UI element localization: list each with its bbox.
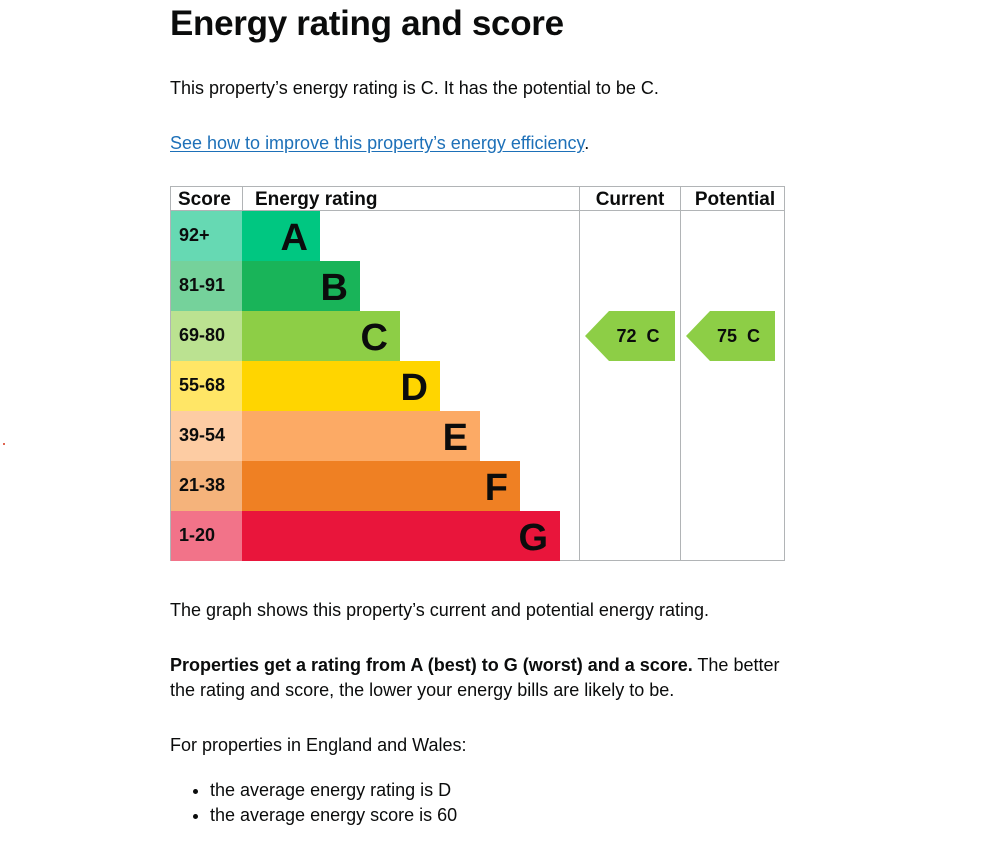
score-label-e: 39-54 <box>179 425 225 445</box>
rating-letter-e: E <box>443 417 468 459</box>
rating-bar-a <box>242 211 320 261</box>
rating-letter-d: D <box>401 367 428 409</box>
graph-description: The graph shows this property’s current … <box>170 600 709 620</box>
arrows-layer: 72 C 75 C <box>585 311 775 361</box>
score-label-d: 55-68 <box>179 375 225 395</box>
rating-bar-g <box>242 511 560 561</box>
average-rating-item: the average energy rating is D <box>210 778 457 803</box>
score-cell-b <box>171 261 242 311</box>
energy-rating-chart: Score Energy rating Current Potential 92… <box>170 186 785 561</box>
improve-suffix: . <box>584 133 590 153</box>
rating-letter-c: C <box>361 317 388 359</box>
average-score-item: the average energy score is 60 <box>210 803 457 828</box>
rating-bar-d <box>242 361 440 411</box>
bands-layer: 92+ A 81-91 B 69-80 C 55-68 D 39-54 E 21-38 F 1-20 G <box>171 211 560 561</box>
score-cell-e <box>171 411 242 461</box>
averages-list: the average energy rating is D the avera… <box>170 778 457 828</box>
potential-rating-arrow <box>686 311 775 361</box>
rating-letter-b: B <box>321 267 348 309</box>
score-cell-d <box>171 361 242 411</box>
rating-bar-e <box>242 411 480 461</box>
stray-dot <box>3 443 5 445</box>
score-label-b: 81-91 <box>179 275 225 295</box>
score-label-a: 92+ <box>179 225 210 245</box>
rating-explanation-rest: The better the rating and score, the low… <box>170 655 780 700</box>
score-label-c: 69-80 <box>179 325 225 345</box>
rating-letter-f: F <box>485 467 508 509</box>
score-cell-g <box>171 511 242 561</box>
header-energy-rating: Energy rating <box>255 189 377 210</box>
header-score: Score <box>178 189 231 210</box>
header-current: Current <box>596 189 665 210</box>
improve-paragraph: See how to improve this property’s energ… <box>170 131 589 156</box>
england-wales-note: For properties in England and Wales: <box>170 735 467 755</box>
rating-letter-g: G <box>518 517 548 559</box>
score-label-f: 21-38 <box>179 475 225 495</box>
page-title: Energy rating and score <box>170 4 564 43</box>
score-cell-a <box>171 211 242 261</box>
rating-explanation-bold: Properties get a rating from A (best) to… <box>170 655 693 675</box>
improve-efficiency-link[interactable]: See how to improve this property’s energ… <box>170 133 585 153</box>
score-label-g: 1-20 <box>179 525 215 545</box>
current-rating-arrow <box>585 311 675 361</box>
header-potential: Potential <box>695 189 775 210</box>
rating-letter-a: A <box>281 217 308 259</box>
score-cell-f <box>171 461 242 511</box>
rating-bar-c <box>242 311 400 361</box>
current-rating-label: 72 C <box>616 326 659 346</box>
rating-bar-b <box>242 261 360 311</box>
potential-rating-label: 75 C <box>717 326 760 346</box>
rating-explanation: Properties get a rating from A (best) to… <box>170 653 790 703</box>
energy-rating-summary: This property’s energy rating is C. It h… <box>170 78 659 98</box>
rating-bar-f <box>242 461 520 511</box>
score-cell-c <box>171 311 242 361</box>
